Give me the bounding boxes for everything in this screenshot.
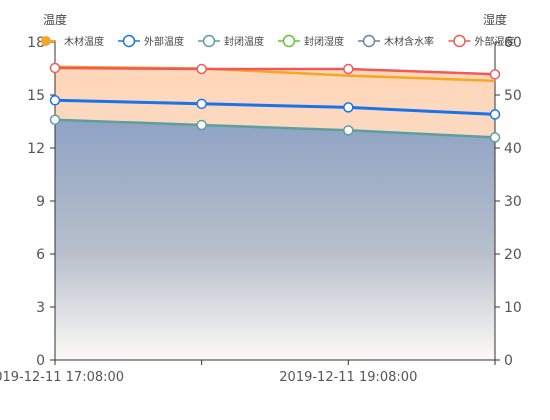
left-tick-label: 6	[36, 247, 45, 263]
legend-item[interactable]: 外部温度	[118, 35, 184, 48]
legend-label: 封闭湿度	[304, 35, 344, 48]
data-point	[51, 115, 60, 124]
left-tick-label: 3	[36, 300, 45, 316]
data-point	[197, 65, 206, 74]
legend-label: 木材温度	[64, 35, 104, 48]
data-point	[344, 103, 353, 112]
x-tick-label: 2019-12-11 19:08:00	[279, 370, 417, 385]
legend[interactable]: 木材温度 外部温度 封闭温度 封闭湿度 木材含水率 外部湿度	[41, 35, 515, 48]
legend-swatch	[364, 36, 375, 47]
right-tick-label: 30	[504, 194, 522, 210]
legend-label: 外部温度	[144, 35, 184, 48]
right-tick-label: 0	[504, 353, 513, 369]
legend-swatch	[41, 36, 51, 46]
left-tick-label: 12	[27, 141, 45, 157]
legend-swatch	[204, 36, 215, 47]
data-point	[51, 63, 60, 72]
left-tick-label: 15	[27, 88, 45, 104]
data-point	[197, 99, 206, 108]
legend-item[interactable]: 木材含水率	[358, 35, 434, 48]
right-tick-label: 20	[504, 247, 522, 263]
legend-label: 木材含水率	[384, 35, 434, 48]
data-point	[51, 96, 60, 105]
right-axis-title: 湿度	[483, 12, 507, 27]
legend-label: 外部湿度	[475, 35, 515, 48]
legend-item[interactable]: 封闭温度	[198, 35, 264, 48]
legend-item[interactable]: 外部湿度	[449, 35, 515, 48]
data-point	[344, 65, 353, 74]
legend-swatch	[284, 36, 295, 47]
area-fill-main	[55, 120, 495, 360]
data-point	[491, 70, 500, 79]
right-tick-label: 10	[504, 300, 522, 316]
left-tick-label: 9	[36, 194, 45, 210]
data-point	[344, 126, 353, 135]
left-tick-label: 0	[36, 353, 45, 369]
legend-swatch	[454, 36, 465, 47]
legend-item[interactable]: 木材温度	[41, 35, 104, 48]
x-tick-label: 2019-12-11 17:08:00	[0, 370, 124, 385]
legend-swatch	[124, 36, 135, 47]
legend-label: 封闭温度	[224, 35, 264, 48]
data-point	[197, 121, 206, 130]
data-point	[491, 110, 500, 119]
left-axis-title: 温度	[43, 12, 67, 27]
right-tick-label: 50	[504, 88, 522, 104]
data-point	[491, 133, 500, 142]
right-tick-label: 40	[504, 141, 522, 157]
legend-item[interactable]: 封闭湿度	[278, 35, 344, 48]
